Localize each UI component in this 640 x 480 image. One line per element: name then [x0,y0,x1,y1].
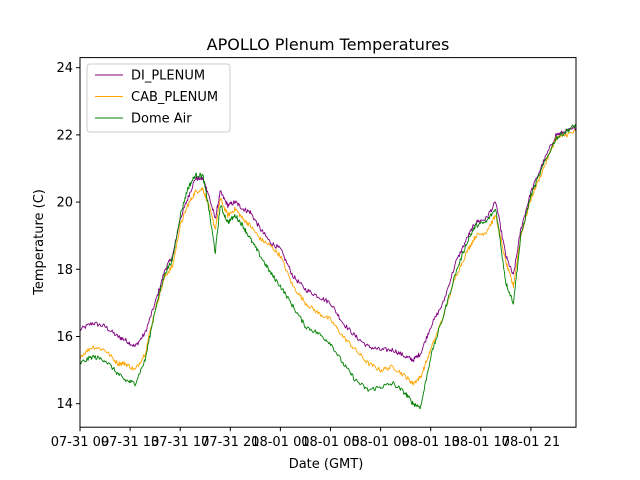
legend-label: DI_PLENUM [131,69,205,84]
x-tick-label: 08-01 17 [452,435,510,450]
y-tick-label: 24 [56,61,73,76]
x-tick-label: 08-01 09 [351,435,409,450]
series-line-cab-plenum [79,129,577,386]
legend-label: Dome Air [131,112,192,127]
x-tick-label: 07-31 21 [201,435,259,450]
y-tick-label: 22 [56,128,73,143]
x-tick-label: 07-31 17 [151,435,209,450]
x-axis-label: Date (GMT) [289,457,364,472]
legend-box [86,63,231,133]
plot-lines [79,124,577,410]
x-tick-label: 08-01 21 [502,435,560,450]
x-tick-label: 08-01 01 [251,435,309,450]
chart-title: APOLLO Plenum Temperatures [207,35,450,54]
y-axis: 14 16 18 20 22 24 [56,61,80,412]
legend: DI_PLENUM CAB_PLENUM Dome Air [86,63,231,133]
legend-label: CAB_PLENUM [131,90,218,105]
x-tick-label: 07-31 13 [101,435,159,450]
legend-entries: DI_PLENUM CAB_PLENUM Dome Air [95,69,218,127]
y-tick-label: 18 [56,263,73,278]
y-tick-label: 14 [56,397,73,412]
plot-area-frame [79,57,577,428]
x-tick-label: 08-01 13 [401,435,459,450]
y-axis-label: Temperature (C) [32,189,47,296]
series-line-dome-air [79,124,577,410]
x-tick-label: 07-31 09 [51,435,109,450]
series-line-di-plenum [79,126,577,363]
y-tick-label: 16 [56,330,73,345]
y-tick-label: 20 [56,196,73,211]
x-tick-label: 08-01 05 [301,435,359,450]
